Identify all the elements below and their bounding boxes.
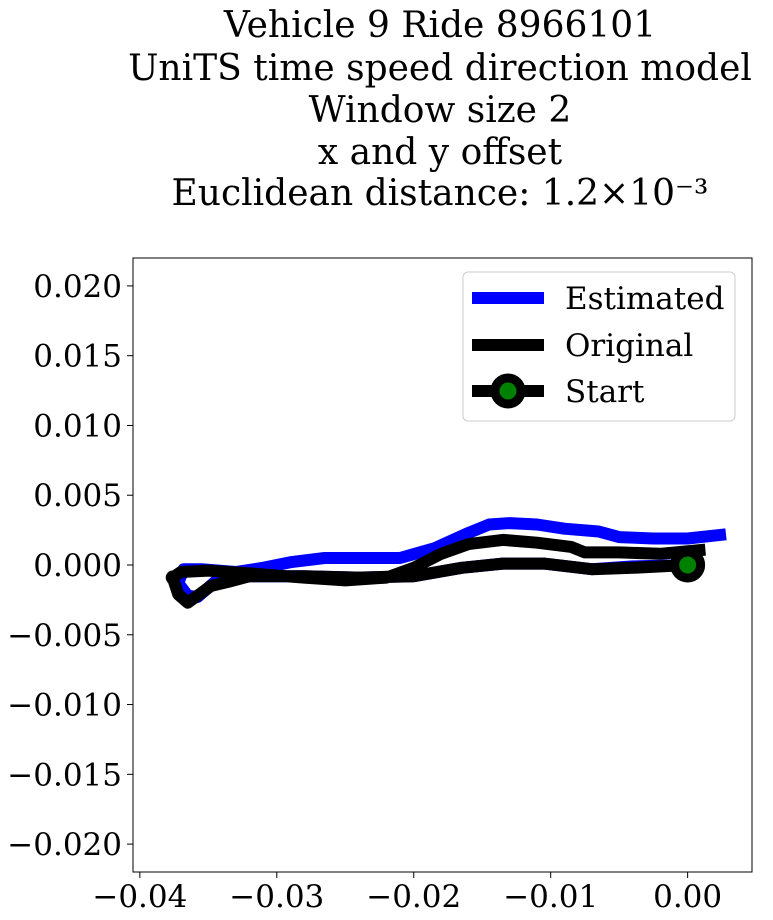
y-tick-label: 0.005 — [33, 478, 122, 514]
x-tick-label: −0.03 — [229, 879, 324, 915]
legend-box — [462, 271, 736, 422]
series-line-estimated — [172, 517, 727, 604]
title-line-1: Vehicle 9 Ride 8966101 — [223, 5, 656, 46]
title-line-3: Window size 2 — [309, 90, 572, 131]
legend-start-label: Start — [565, 374, 645, 410]
original-turn-marker — [165, 570, 180, 585]
title-line-5: Euclidean distance: 1.2×10⁻³ — [172, 173, 709, 214]
start-marker — [670, 547, 706, 583]
title-line-2: UniTS time speed direction model — [128, 48, 752, 89]
legend-original: Original — [472, 328, 693, 364]
y-tick-label: 0.000 — [33, 548, 122, 584]
legend-start-marker — [490, 373, 526, 409]
x-tick-label: 0.00 — [653, 879, 722, 915]
y-tick-label: 0.010 — [33, 408, 122, 444]
legend-original-label: Original — [565, 328, 693, 364]
series-group — [165, 517, 727, 609]
y-axis: 0.020 0.015 0.010 0.005 0.000 −0.005 −0.010 −0.… — [7, 269, 133, 863]
legend: Estimated Original Start — [462, 271, 736, 422]
x-axis: −0.04 −0.03 −0.02 −0.01 0.00 — [92, 872, 722, 915]
legend-start: Start — [472, 373, 645, 410]
y-tick-label: −0.015 — [7, 757, 122, 793]
series-line-original — [166, 533, 706, 609]
y-tick-label: −0.010 — [7, 688, 122, 724]
x-tick-label: −0.02 — [366, 879, 461, 915]
chart-title: Vehicle 9 Ride 8966101 UniTS time speed … — [128, 5, 752, 214]
y-tick-label: 0.015 — [33, 339, 122, 375]
y-tick-label: −0.020 — [7, 827, 122, 863]
y-tick-label: 0.020 — [33, 269, 122, 305]
legend-estimated-label: Estimated — [565, 281, 724, 317]
title-line-4: x and y offset — [318, 132, 563, 173]
x-tick-label: −0.04 — [92, 879, 187, 915]
legend-estimated: Estimated — [472, 281, 724, 317]
x-tick-label: −0.01 — [503, 879, 598, 915]
y-tick-label: −0.005 — [7, 618, 122, 654]
plot-area — [132, 257, 753, 873]
